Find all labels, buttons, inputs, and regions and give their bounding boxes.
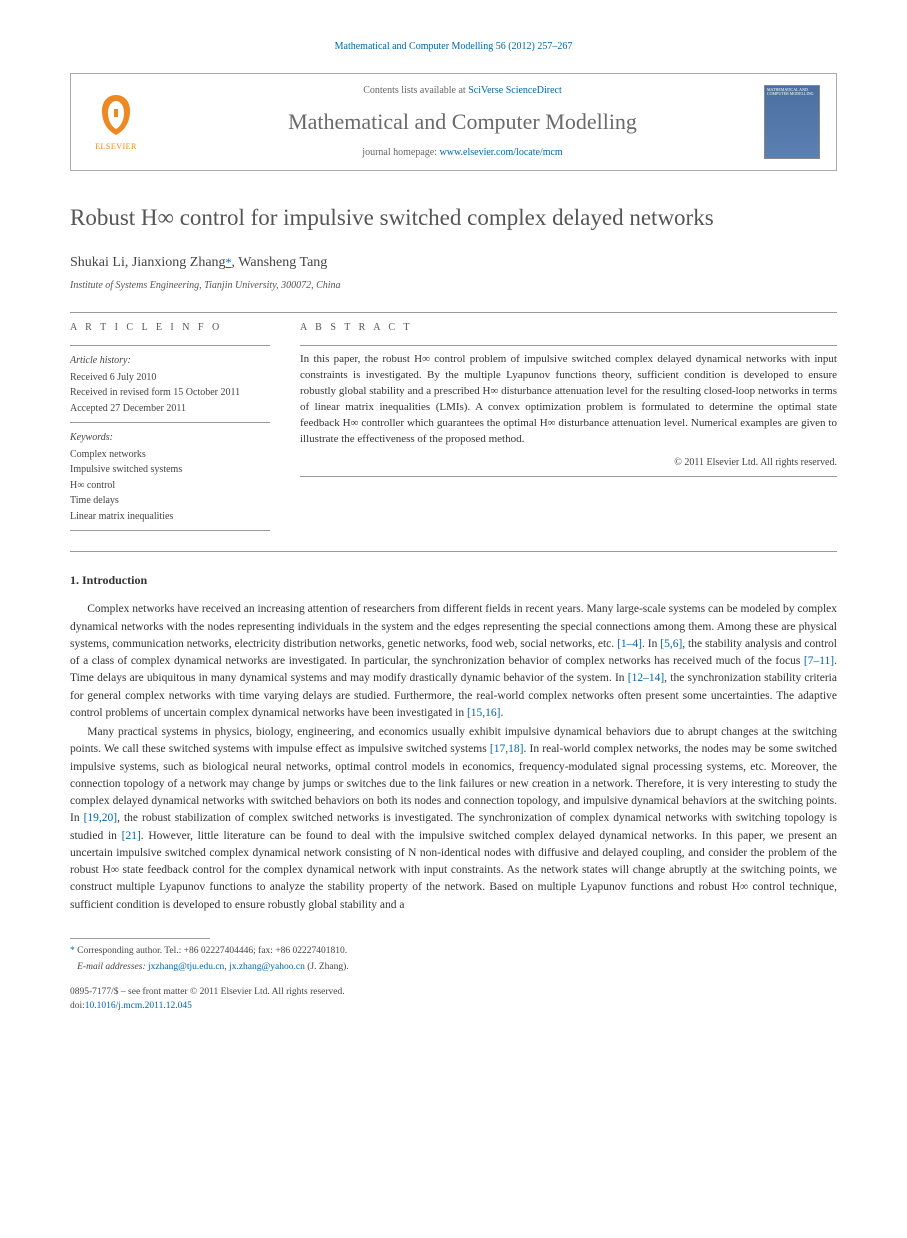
- intro-heading: 1. Introduction: [70, 572, 837, 589]
- abstract-heading: A B S T R A C T: [300, 321, 837, 336]
- ref-link[interactable]: [7–11]: [804, 655, 834, 667]
- info-rule-3: [70, 530, 270, 531]
- mid-rule: [70, 551, 837, 552]
- email-suffix: (J. Zhang).: [305, 962, 349, 972]
- corresponding-footnote: * Corresponding author. Tel.: +86 022274…: [70, 945, 837, 959]
- journal-homepage: journal homepage: www.elsevier.com/locat…: [161, 146, 764, 161]
- footer-block: 0895-7177/$ – see front matter © 2011 El…: [70, 986, 837, 1014]
- doi-link[interactable]: 10.1016/j.mcm.2011.12.045: [85, 1001, 192, 1011]
- ref-link[interactable]: [12–14]: [628, 672, 664, 684]
- ref-link[interactable]: [21]: [122, 830, 141, 842]
- abstract-rule-1: [300, 345, 837, 346]
- contents-available: Contents lists available at SciVerse Sci…: [161, 84, 764, 99]
- elsevier-text: ELSEVIER: [95, 141, 137, 153]
- elsevier-logo: ELSEVIER: [87, 88, 145, 156]
- journal-center: Contents lists available at SciVerse Sci…: [161, 84, 764, 161]
- footnote-mark: *: [70, 946, 75, 956]
- footnote-rule: [70, 938, 210, 939]
- top-rule: [70, 312, 837, 313]
- ref-link[interactable]: [19,20]: [84, 812, 118, 824]
- keyword: Complex networks: [70, 448, 270, 463]
- sciencedirect-link[interactable]: SciVerse ScienceDirect: [468, 85, 562, 96]
- ref-link[interactable]: [17,18]: [490, 743, 524, 755]
- intro-para-2: Many practical systems in physics, biolo…: [70, 724, 837, 914]
- homepage-link[interactable]: www.elsevier.com/locate/mcm: [440, 147, 563, 158]
- revised-date: Received in revised form 15 October 2011: [70, 386, 270, 401]
- article-title: Robust H∞ control for impulsive switched…: [70, 201, 837, 234]
- abstract-column: A B S T R A C T In this paper, the robus…: [300, 321, 837, 538]
- keyword: Linear matrix inequalities: [70, 510, 270, 525]
- keyword: Impulsive switched systems: [70, 463, 270, 478]
- ref-link[interactable]: [1–4]: [617, 638, 642, 650]
- contents-prefix: Contents lists available at: [363, 85, 468, 96]
- corresponding-text: Corresponding author. Tel.: +86 02227404…: [77, 946, 347, 956]
- doi-label: doi:: [70, 1001, 85, 1011]
- author-names-2: , Wansheng Tang: [232, 255, 328, 270]
- p1-text-f: .: [501, 707, 504, 719]
- abstract-text: In this paper, the robust H∞ control pro…: [300, 352, 837, 448]
- p1-text-b: . In: [642, 638, 660, 650]
- article-info-heading: A R T I C L E I N F O: [70, 321, 270, 336]
- doi-line: doi:10.1016/j.mcm.2011.12.045: [70, 1000, 837, 1014]
- intro-para-1: Complex networks have received an increa…: [70, 601, 837, 722]
- keywords-head: Keywords:: [70, 431, 270, 446]
- keyword: H∞ control: [70, 479, 270, 494]
- email-label: E-mail addresses:: [77, 962, 146, 972]
- email-link[interactable]: jxzhang@tju.edu.cn: [148, 962, 224, 972]
- journal-header-box: ELSEVIER Contents lists available at Sci…: [70, 73, 837, 172]
- ref-link[interactable]: [5,6]: [660, 638, 682, 650]
- author-names-1: Shukai Li, Jianxiong Zhang: [70, 255, 226, 270]
- accepted-date: Accepted 27 December 2011: [70, 402, 270, 417]
- journal-name: Mathematical and Computer Modelling: [161, 106, 764, 138]
- keyword: Time delays: [70, 494, 270, 509]
- article-history-head: Article history:: [70, 354, 270, 369]
- abstract-rule-2: [300, 476, 837, 477]
- received-date: Received 6 July 2010: [70, 371, 270, 386]
- abstract-copyright: © 2011 Elsevier Ltd. All rights reserved…: [300, 456, 837, 471]
- info-rule-2: [70, 422, 270, 423]
- info-abstract-row: A R T I C L E I N F O Article history: R…: [70, 321, 837, 538]
- homepage-prefix: journal homepage:: [362, 147, 439, 158]
- article-info-column: A R T I C L E I N F O Article history: R…: [70, 321, 270, 538]
- affiliation: Institute of Systems Engineering, Tianji…: [70, 279, 837, 294]
- email-footnote: E-mail addresses: jxzhang@tju.edu.cn, jx…: [70, 961, 837, 975]
- front-matter-line: 0895-7177/$ – see front matter © 2011 El…: [70, 986, 837, 1000]
- header-citation: Mathematical and Computer Modelling 56 (…: [70, 40, 837, 55]
- authors: Shukai Li, Jianxiong Zhang*, Wansheng Ta…: [70, 253, 837, 273]
- info-rule-1: [70, 345, 270, 346]
- p2-text-d: . However, little literature can be foun…: [70, 830, 837, 911]
- ref-link[interactable]: [15,16]: [467, 707, 501, 719]
- journal-cover-thumb: MATHEMATICAL AND COMPUTER MODELLING: [764, 85, 820, 159]
- email-link[interactable]: jx.zhang@yahoo.cn: [229, 962, 305, 972]
